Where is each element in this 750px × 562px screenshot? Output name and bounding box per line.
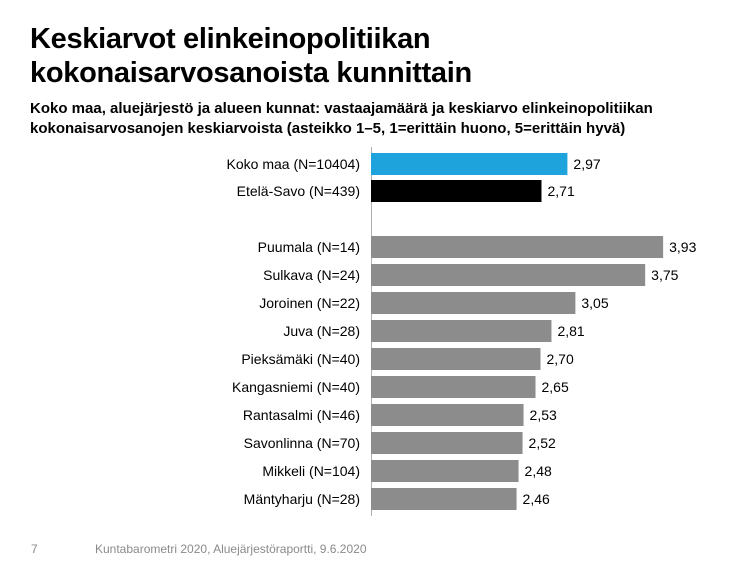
data-label: 2,65 xyxy=(542,379,569,395)
data-label: 2,52 xyxy=(529,435,556,451)
category-label: Mikkeli (N=104) xyxy=(262,463,360,479)
data-label: 2,46 xyxy=(523,491,550,507)
category-label: Koko maa (N=10404) xyxy=(227,156,360,172)
data-label: 3,93 xyxy=(669,239,696,255)
category-label: Rantasalmi (N=46) xyxy=(243,407,360,423)
bar xyxy=(371,432,523,454)
data-label: 2,70 xyxy=(546,351,573,367)
bar xyxy=(371,376,536,398)
chart-subtitle-line-1: Koko maa, aluejärjestö ja alueen kunnat:… xyxy=(30,100,653,117)
category-label: Pieksämäki (N=40) xyxy=(241,351,360,367)
chart-subtitle: Koko maa, aluejärjestö ja alueen kunnat:… xyxy=(30,99,730,139)
data-label: 2,81 xyxy=(557,323,584,339)
chart-subtitle-line-2: kokonaisarvosanojen keskiarvoista (astei… xyxy=(30,120,626,137)
category-label: Savonlinna (N=70) xyxy=(244,435,360,451)
category-label: Juva (N=28) xyxy=(283,323,360,339)
chart-title: Keskiarvot elinkeinopolitiikan kokonaisa… xyxy=(30,22,730,90)
category-label: Joroinen (N=22) xyxy=(259,295,360,311)
bar xyxy=(371,320,552,342)
source-note: Kuntabarometri 2020, Aluejärjestöraportt… xyxy=(95,542,367,556)
data-label: 2,48 xyxy=(525,463,552,479)
page-number: 7 xyxy=(31,542,38,556)
category-label: Puumala (N=14) xyxy=(258,239,360,255)
bar xyxy=(371,180,542,202)
bar xyxy=(371,404,524,426)
bar xyxy=(371,264,646,286)
data-label: 3,05 xyxy=(581,295,608,311)
category-label: Mäntyharju (N=28) xyxy=(244,491,360,507)
bar xyxy=(371,153,568,175)
category-label: Sulkava (N=24) xyxy=(263,267,360,283)
category-label: Kangasniemi (N=40) xyxy=(232,379,360,395)
data-label: 2,71 xyxy=(547,183,574,199)
bar xyxy=(371,236,664,258)
bar xyxy=(371,292,576,314)
chart-title-line-2: kokonaisarvosanoista kunnittain xyxy=(30,57,472,89)
bar xyxy=(371,348,541,370)
bar xyxy=(371,488,517,510)
data-label: 2,97 xyxy=(573,156,600,172)
data-label: 2,53 xyxy=(530,407,557,423)
category-label: Etelä-Savo (N=439) xyxy=(237,183,360,199)
bar xyxy=(371,460,519,482)
data-label: 3,75 xyxy=(651,267,678,283)
chart-title-line-1: Keskiarvot elinkeinopolitiikan xyxy=(30,23,431,55)
